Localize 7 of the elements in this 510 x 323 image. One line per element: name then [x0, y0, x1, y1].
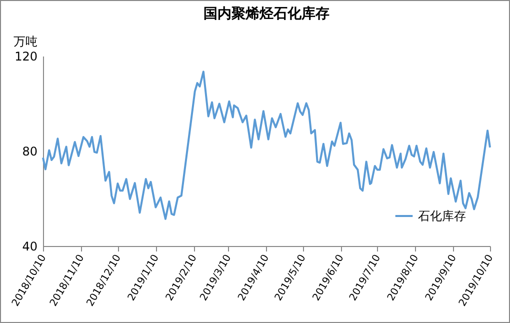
y-tick-label: 40: [22, 240, 38, 254]
legend-label: 石化库存: [418, 209, 466, 223]
line-series: [42, 70, 491, 220]
y-axis-title: 万吨: [14, 34, 38, 48]
chart-title: 国内聚烯烃石化库存: [204, 5, 330, 22]
y-tick-label: 120: [14, 50, 38, 64]
y-tick-label: 80: [22, 144, 38, 158]
